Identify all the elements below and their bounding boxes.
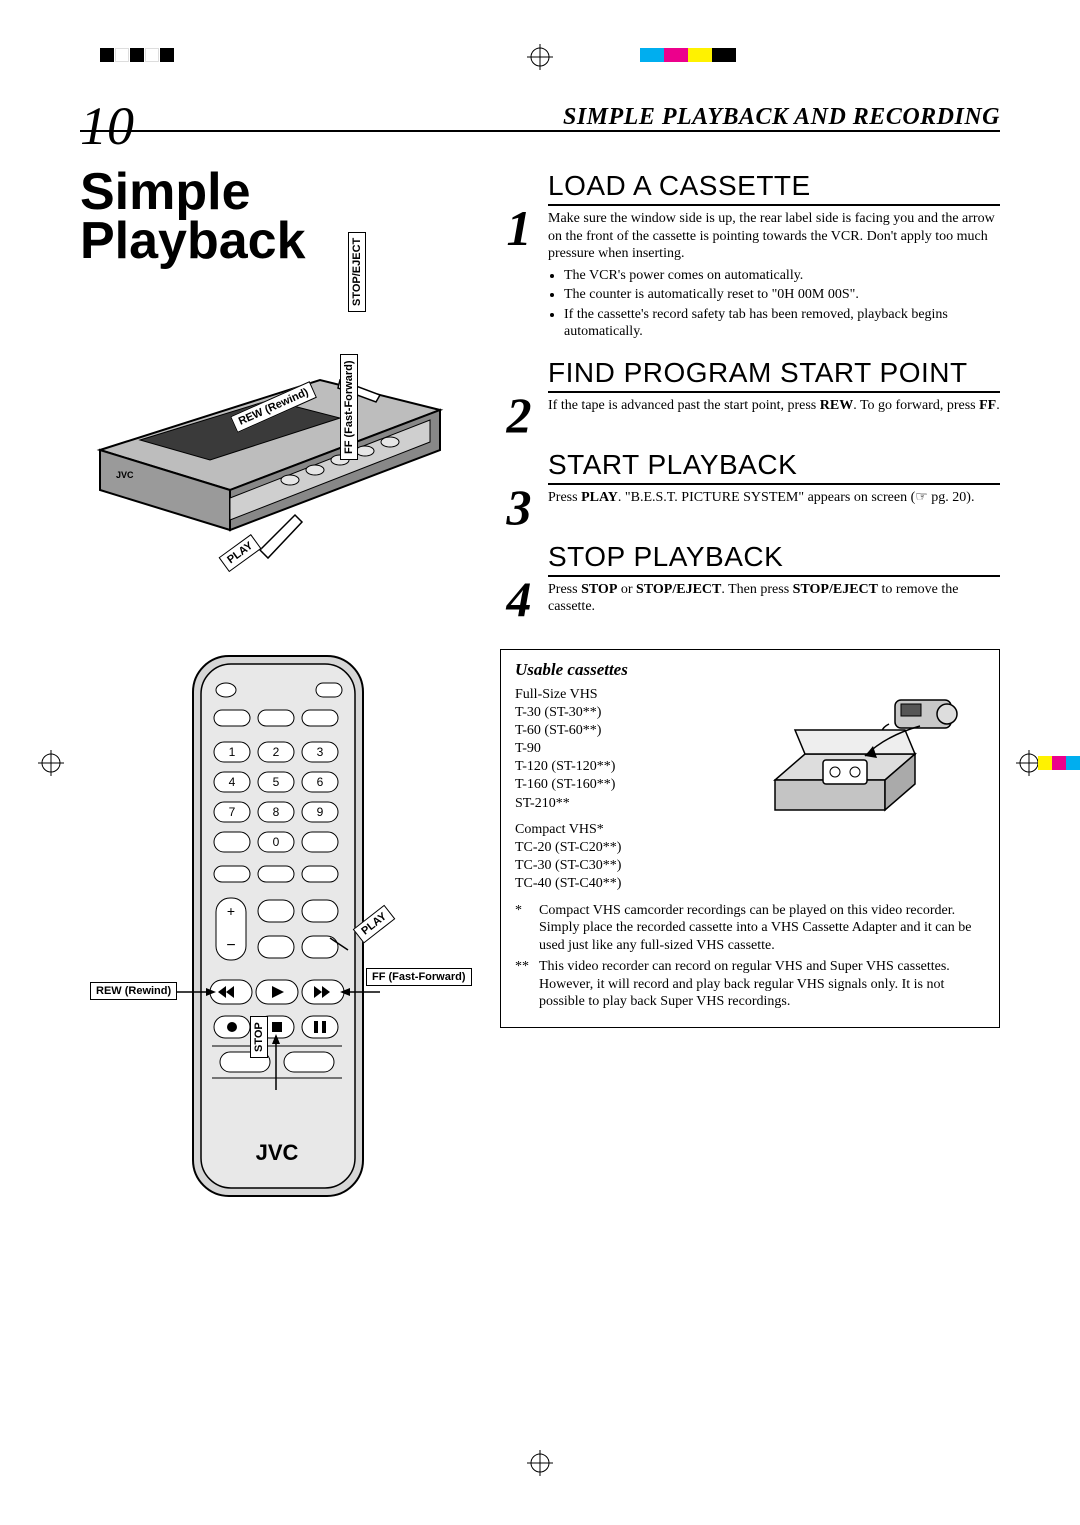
vcr-figure: JVC STOP/EJECT REW (Rewind) PLAY FF (Fas… [80,320,480,620]
remote-figure: 1 2 3 4 5 6 7 8 9 0 + − [98,650,468,1210]
registration-mark-bottom [527,1450,553,1476]
step-1-bullet-0: The VCR's power comes on automatically. [564,267,1000,285]
vcr-callout-ff: FF (Fast-Forward) [340,355,358,461]
cassette-fullsize-1: T-60 (ST-60**) [515,722,749,740]
svg-text:3: 3 [317,745,324,759]
svg-text:+: + [227,903,235,919]
cassette-fullsize-3: T-120 (ST-120**) [515,758,749,776]
registration-mark-top [527,44,553,70]
svg-text:1: 1 [229,745,236,759]
section-title: Simple Playback [80,168,306,267]
step-1-bullet-1: The counter is automatically reset to "0… [564,286,1000,304]
cassette-adapter-illustration [765,686,985,826]
cassette-compact-1: TC-30 (ST-C30**) [515,857,749,875]
svg-text:JVC: JVC [256,1140,299,1165]
svg-text:9: 9 [317,805,324,819]
remote-callout-ff: FF (Fast-Forward) [366,968,472,986]
cassette-notes: *Compact VHS camcorder recordings can be… [515,902,985,1011]
steps-column: LOAD A CASSETTE 1 Make sure the window s… [500,170,1000,1028]
cassette-compact-2: TC-40 (ST-C40**) [515,875,749,893]
step-3: START PLAYBACK 3 Press PLAY. "B.E.S.T. P… [500,449,1000,527]
cassette-list: Full-Size VHS T-30 (ST-30**) T-60 (ST-60… [515,686,749,894]
step-4-heading: STOP PLAYBACK [548,541,1000,577]
step-1-body: Make sure the window side is up, the rea… [548,211,995,261]
step-3-number: 3 [500,487,538,527]
step-4: STOP PLAYBACK 4 Press STOP or STOP/EJECT… [500,541,1000,619]
step-2: FIND PROGRAM START POINT 2 If the tape i… [500,357,1000,435]
step-1-text: Make sure the window side is up, the rea… [548,210,1000,343]
cassette-compact-label: Compact VHS* [515,821,749,839]
remote-callout-rew: REW (Rewind) [90,982,177,1000]
cassette-fullsize-5: ST-210** [515,795,749,813]
svg-text:8: 8 [273,805,280,819]
svg-text:−: − [226,937,235,954]
svg-text:4: 4 [229,775,236,789]
step-2-text: If the tape is advanced past the start p… [548,397,1000,435]
section-title-line2: Playback [80,212,306,270]
usable-cassettes-heading: Usable cassettes [515,660,985,680]
remote-callout-stop: STOP [250,1016,268,1058]
page-number: 10 [80,95,134,157]
step-1: LOAD A CASSETTE 1 Make sure the window s… [500,170,1000,343]
cassette-fullsize-4: T-160 (ST-160**) [515,776,749,794]
step-1-number: 1 [500,208,538,343]
step-1-bullet-2: If the cassette's record safety tab has … [564,306,1000,341]
svg-text:7: 7 [229,805,236,819]
cassette-note-1: Compact VHS camcorder recordings can be … [539,902,985,955]
vcr-callout-stop-eject: STOP/EJECT [348,232,366,312]
svg-text:2: 2 [273,745,280,759]
step-2-heading: FIND PROGRAM START POINT [548,357,1000,393]
svg-text:6: 6 [317,775,324,789]
print-color-bar-right [1038,756,1080,770]
cassette-fullsize-2: T-90 [515,740,749,758]
step-4-number: 4 [500,579,538,619]
cassette-fullsize-0: T-30 (ST-30**) [515,704,749,722]
svg-text:JVC: JVC [116,470,134,480]
usable-cassettes-box: Usable cassettes Full-Size VHS T-30 (ST-… [500,649,1000,1028]
step-1-bullets: The VCR's power comes on automatically. … [548,267,1000,341]
step-4-text: Press STOP or STOP/EJECT. Then press STO… [548,581,1000,619]
step-1-heading: LOAD A CASSETTE [548,170,1000,206]
step-3-text: Press PLAY. "B.E.S.T. PICTURE SYSTEM" ap… [548,489,1000,527]
svg-text:0: 0 [273,835,280,849]
cassette-fullsize-label: Full-Size VHS [515,686,749,704]
chapter-title: SIMPLE PLAYBACK AND RECORDING [563,104,1000,131]
step-3-heading: START PLAYBACK [548,449,1000,485]
cassette-compact-0: TC-20 (ST-C20**) [515,839,749,857]
step-2-number: 2 [500,395,538,435]
registration-mark-left [38,750,64,776]
cassette-note-2: This video recorder can record on regula… [539,958,985,1011]
svg-text:5: 5 [273,775,280,789]
